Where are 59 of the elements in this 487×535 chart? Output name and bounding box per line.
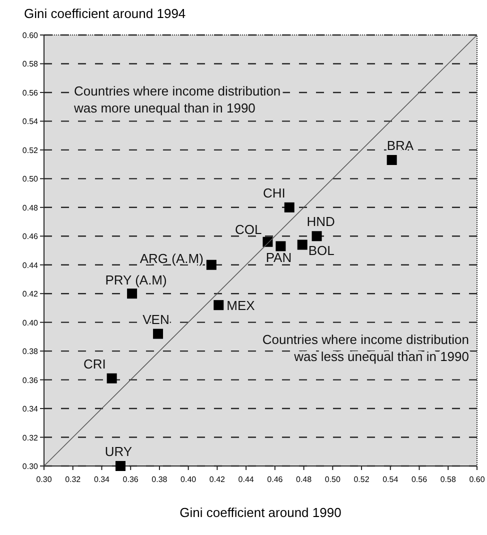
x-tick-label: 0.42 — [209, 475, 226, 484]
x-tick-label: 0.48 — [296, 475, 312, 484]
x-tick-label: 0.34 — [94, 475, 110, 484]
series-label: VEN — [142, 312, 170, 327]
x-tick-label: 0.44 — [238, 475, 254, 484]
annotation: Countries where income distribution was more unequal than in 1990 — [73, 83, 281, 116]
point — [312, 231, 322, 242]
point — [284, 202, 294, 212]
point — [153, 328, 164, 339]
point — [127, 288, 138, 299]
y-axis-title: Gini coefficient around 1994 — [24, 6, 186, 21]
y-tick-label: 0.38 — [22, 347, 39, 356]
y-tick-label: 0.44 — [22, 260, 39, 270]
x-tick-label: 0.36 — [122, 475, 139, 484]
x-tick-label: 0.60 — [469, 475, 486, 484]
series-label: CRI — [83, 356, 106, 372]
x-tick-label: 0.32 — [65, 475, 82, 484]
series-label: ARG (A.M) — [140, 250, 204, 266]
point — [297, 240, 308, 250]
series-label: PRY (A.M) — [105, 272, 167, 288]
y-tick-label: 0.60 — [22, 31, 39, 40]
x-tick-label: 0.52 — [354, 475, 370, 484]
y-tick-label: 0.54 — [22, 117, 39, 126]
y-tick-label: 0.48 — [22, 203, 39, 212]
y-tick-label: 0.58 — [22, 60, 39, 69]
y-tick-label: 0.40 — [22, 318, 39, 328]
x-tick-label: 0.40 — [180, 475, 197, 484]
series-label: BRA — [386, 138, 414, 153]
point — [276, 241, 286, 252]
x-tick-label: 0.46 — [267, 475, 284, 484]
x-tick-label: 0.38 — [152, 475, 168, 484]
y-tick-label: 0.50 — [22, 174, 39, 184]
series-label: PAN — [266, 250, 292, 266]
point — [206, 260, 216, 270]
point — [106, 373, 117, 384]
x-axis-title: Gini coefficient around 1990 — [180, 505, 342, 520]
x-tick-label: 0.50 — [324, 475, 341, 484]
point — [386, 154, 397, 165]
series-label: URY — [104, 444, 132, 459]
series-label: CHI — [262, 185, 286, 200]
y-tick-label: 0.52 — [22, 146, 39, 155]
series-label: MEX — [226, 298, 256, 314]
y-tick-label: 0.32 — [22, 433, 39, 442]
x-tick-label: 0.58 — [440, 475, 456, 484]
y-tick-label: 0.34 — [22, 404, 39, 414]
y-tick-label: 0.46 — [22, 232, 39, 242]
y-tick-label: 0.30 — [22, 462, 39, 471]
y-tick-label: 0.36 — [22, 376, 39, 385]
annotation: Countries where income distribution was less unequal than in 1990 — [262, 332, 469, 364]
point — [214, 300, 224, 310]
series-label: HND — [306, 214, 335, 230]
y-tick-label: 0.42 — [22, 290, 39, 299]
series-label: BOL — [308, 242, 334, 258]
series-label: COL — [234, 222, 262, 237]
y-tick-label: 0.56 — [22, 88, 39, 98]
x-tick-label: 0.30 — [36, 475, 52, 484]
x-tick-label: 0.54 — [382, 475, 399, 484]
point — [115, 461, 126, 471]
x-tick-label: 0.56 — [411, 475, 428, 484]
